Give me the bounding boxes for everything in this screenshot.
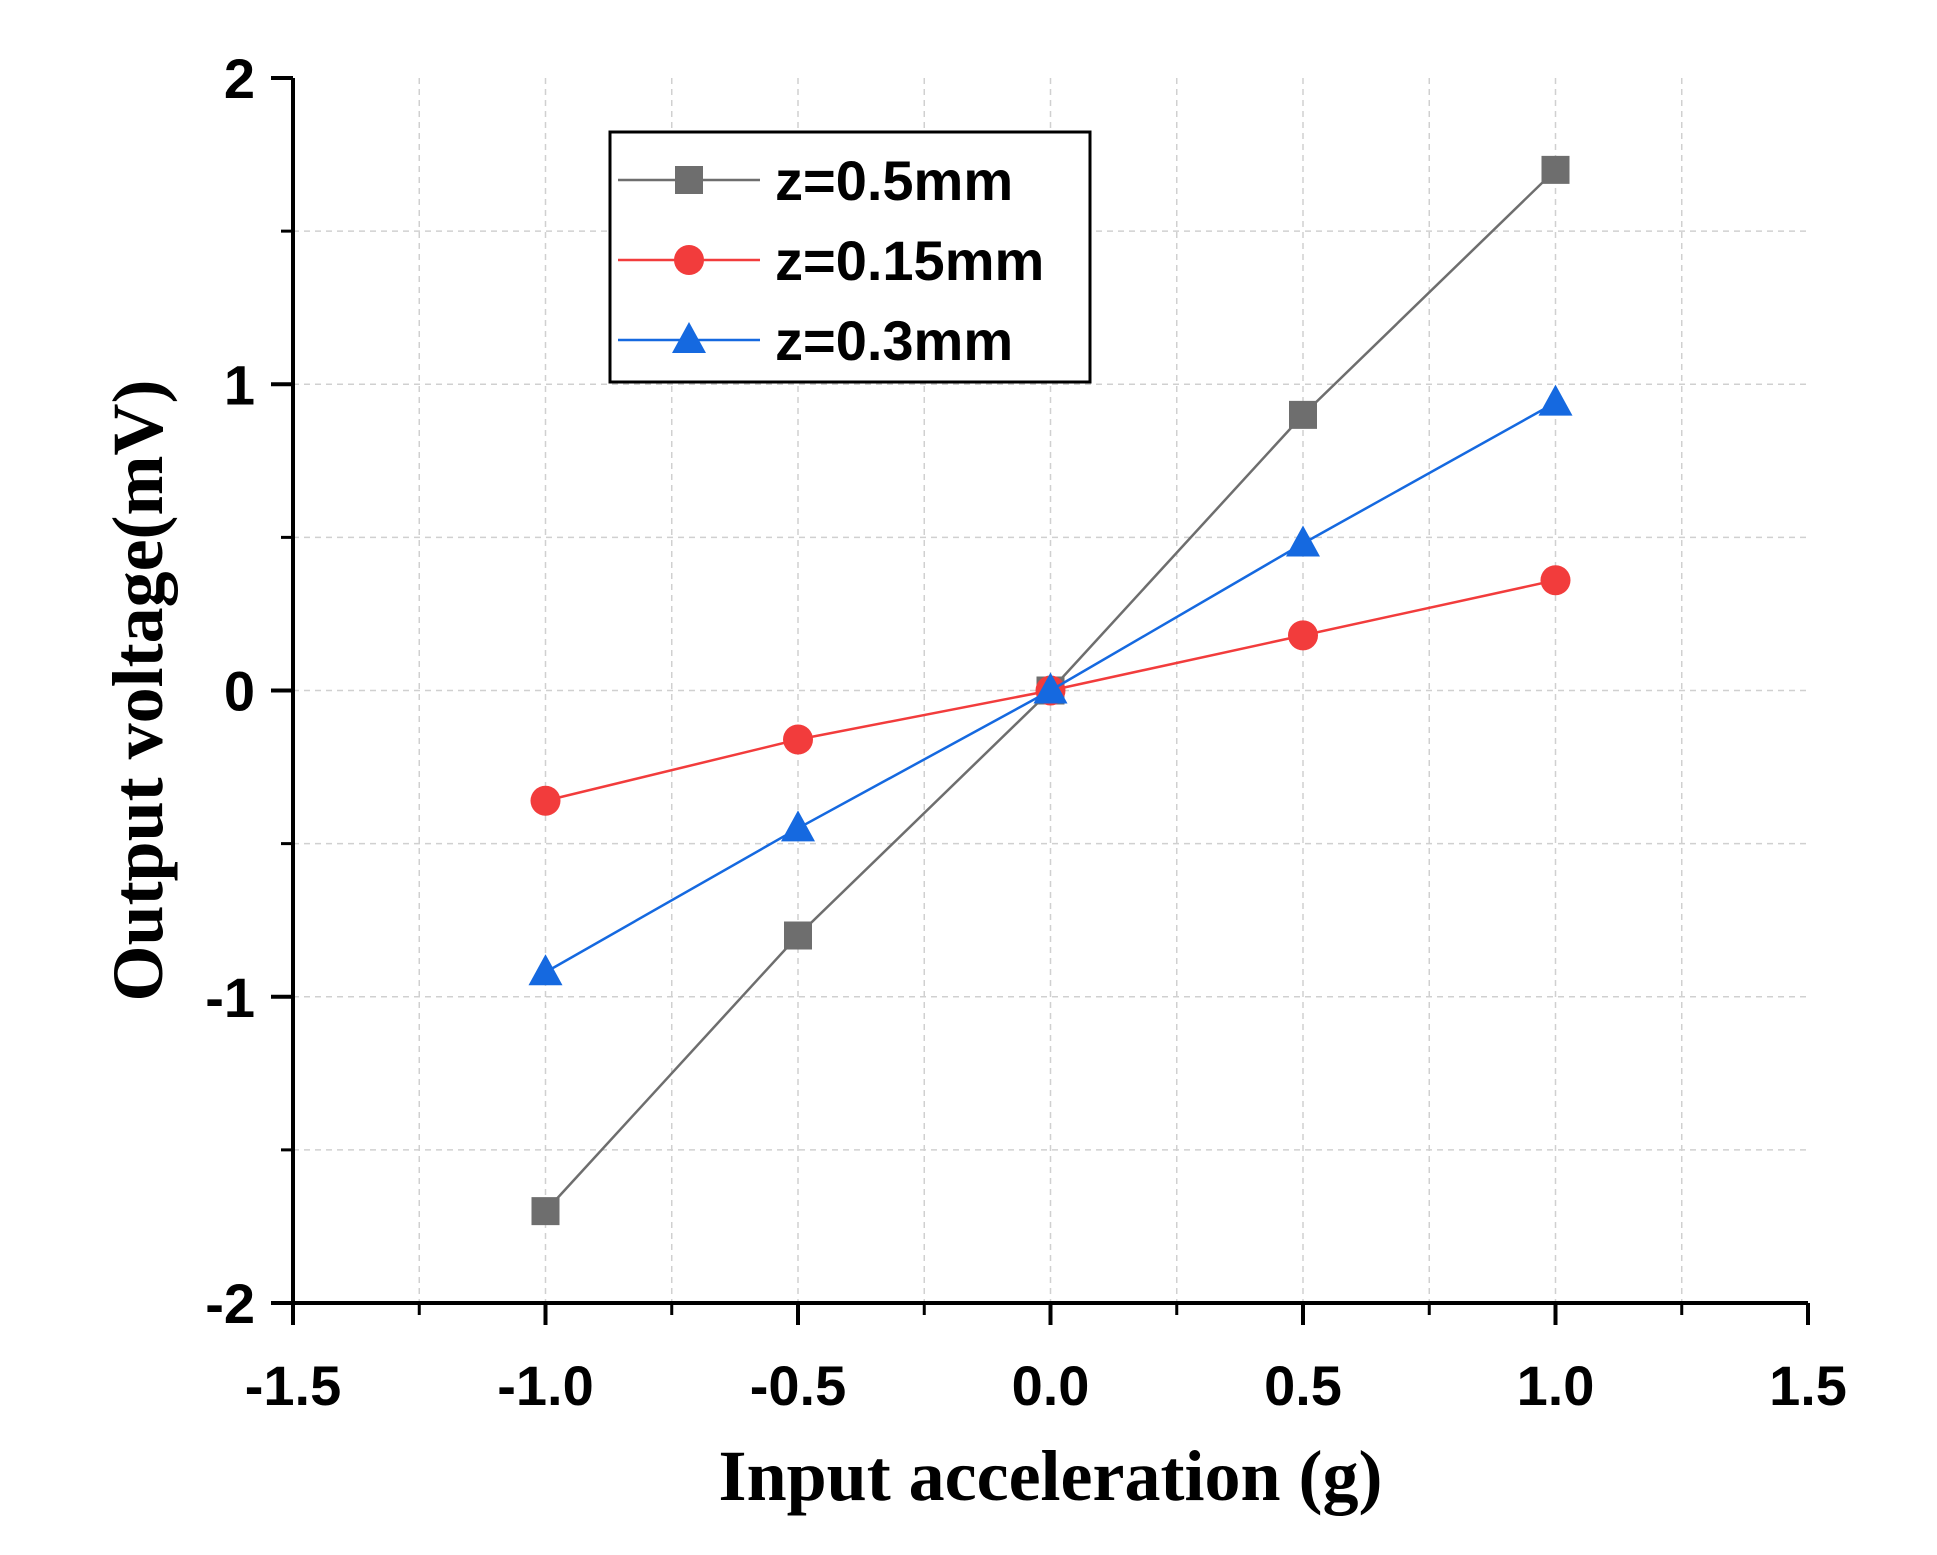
x-axis-title: Input acceleration (g): [719, 1436, 1383, 1516]
y-tick-label: 1: [224, 353, 255, 416]
data-point: [1540, 565, 1571, 596]
x-tick-label: -1.5: [245, 1354, 342, 1417]
y-tick-label: -2: [205, 1272, 255, 1335]
x-tick-label: 0.5: [1264, 1354, 1342, 1417]
x-tick-label: 0.0: [1012, 1354, 1090, 1417]
data-point: [1541, 155, 1570, 184]
legend: z=0.5mm z=0.15mm z=0.3mm: [608, 130, 1092, 384]
data-point: [1288, 620, 1318, 651]
axes: -1.5 -1.0 -0.5 0.0 0.5 1.0 1.5 -2 -1 0 1 2: [205, 47, 1847, 1417]
legend-marker: [674, 245, 704, 275]
data-point: [1033, 672, 1068, 704]
series-z=0.3mm: [528, 384, 1573, 986]
data-point: [1538, 384, 1573, 416]
data-point: [781, 810, 815, 842]
legend-label: z=0.3mm: [775, 309, 1013, 372]
data-point: [528, 954, 563, 986]
legend-marker: [675, 166, 703, 194]
x-tick-label: 1.5: [1769, 1354, 1847, 1417]
data-point: [531, 1197, 560, 1226]
data-point: [783, 724, 813, 755]
data-point: [1286, 525, 1320, 557]
legend-label: z=0.15mm: [775, 229, 1044, 292]
y-tick-label: -1: [205, 966, 255, 1029]
legend-marker: [672, 322, 706, 353]
data-point: [784, 921, 812, 950]
series-layer: [528, 155, 1573, 1226]
x-tick-label: -0.5: [750, 1354, 847, 1417]
x-tick-label: -1.0: [497, 1354, 594, 1417]
y-tick-label: 2: [224, 47, 255, 110]
data-point: [1289, 400, 1317, 429]
legend-label: z=0.5mm: [775, 149, 1013, 212]
y-tick-label: 0: [224, 660, 255, 723]
y-axis-title: Output voltage(mV): [98, 380, 178, 1002]
data-point: [530, 785, 561, 816]
x-tick-label: 1.0: [1517, 1354, 1595, 1417]
